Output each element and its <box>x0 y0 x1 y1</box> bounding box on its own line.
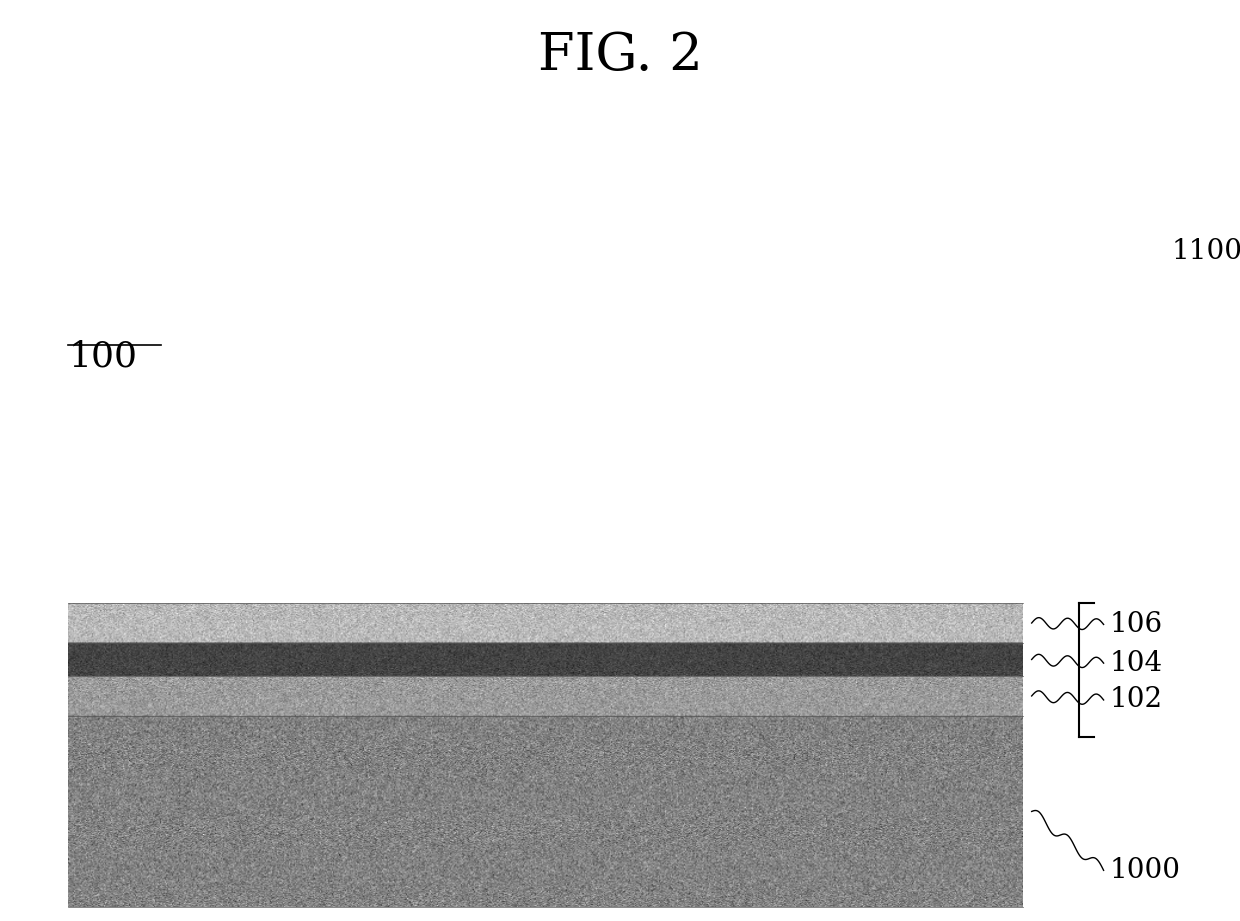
Text: 104: 104 <box>1110 649 1163 677</box>
Text: 102: 102 <box>1110 686 1163 714</box>
Text: 106: 106 <box>1110 611 1163 638</box>
Text: FIG. 2: FIG. 2 <box>538 29 702 81</box>
Text: 1100: 1100 <box>1172 238 1240 265</box>
Text: 100: 100 <box>68 339 138 373</box>
Text: 1000: 1000 <box>1110 857 1180 884</box>
